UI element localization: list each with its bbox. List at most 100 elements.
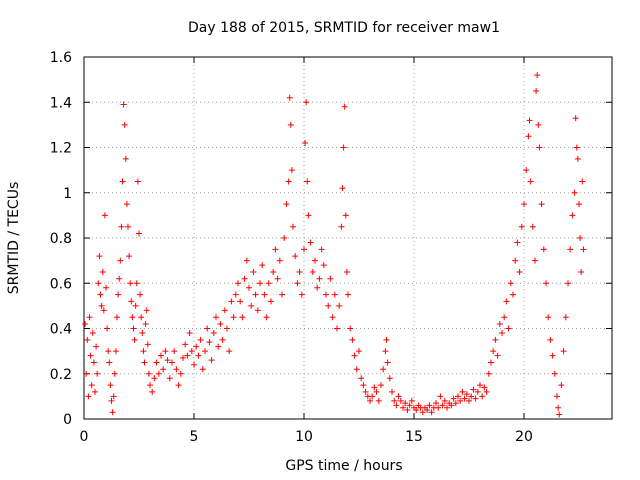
data-point <box>129 314 136 321</box>
data-point <box>481 384 488 391</box>
data-point <box>339 185 346 192</box>
data-point <box>554 393 560 400</box>
data-point <box>341 103 348 110</box>
data-point <box>340 144 347 151</box>
data-point <box>268 298 274 305</box>
data-point <box>402 400 409 407</box>
data-point <box>353 366 360 373</box>
data-point <box>142 320 149 327</box>
data-point <box>536 144 543 151</box>
data-point <box>206 339 213 346</box>
data-point <box>108 397 115 404</box>
data-point <box>169 359 175 366</box>
data-point <box>459 388 466 395</box>
data-point <box>89 330 96 337</box>
data-point <box>232 291 239 298</box>
data-point <box>448 402 455 409</box>
data-point <box>286 94 293 101</box>
data-point <box>452 400 459 407</box>
data-point <box>309 268 316 275</box>
data-point <box>298 291 305 298</box>
data-point <box>419 409 426 416</box>
data-point <box>516 268 523 275</box>
data-point <box>285 178 292 185</box>
data-point <box>441 397 448 404</box>
data-point <box>527 178 534 185</box>
grid <box>84 57 612 419</box>
data-point <box>149 388 156 395</box>
data-point <box>191 361 197 368</box>
y-tick-label: 0.4 <box>50 322 72 338</box>
data-point <box>301 246 307 253</box>
x-axis-label: GPS time / hours <box>285 458 402 474</box>
data-point <box>83 370 90 377</box>
x-tick-label: 5 <box>190 429 199 445</box>
data-point <box>571 189 578 196</box>
y-tick-label: 0.6 <box>50 276 72 292</box>
data-point <box>424 406 431 413</box>
y-tick-label: 1.2 <box>50 141 72 157</box>
data-point <box>106 359 113 366</box>
data-point <box>307 239 314 246</box>
data-point <box>413 406 420 413</box>
data-point <box>533 87 540 94</box>
data-point <box>123 201 130 208</box>
data-point <box>555 404 562 411</box>
data-point <box>314 284 321 291</box>
data-point <box>217 320 224 327</box>
data-point <box>160 366 167 373</box>
data-point <box>93 343 100 350</box>
data-point <box>180 354 186 361</box>
data-point <box>132 302 139 309</box>
data-point <box>270 268 277 275</box>
data-point <box>136 230 142 237</box>
data-point <box>110 393 117 400</box>
data-point <box>573 144 580 151</box>
data-point <box>98 302 105 309</box>
data-point <box>101 212 108 219</box>
data-point <box>188 348 195 355</box>
data-point <box>371 384 378 391</box>
data-point <box>272 246 279 253</box>
data-point <box>147 382 153 389</box>
data-point <box>290 223 296 230</box>
data-point <box>579 178 586 185</box>
data-point <box>325 302 332 309</box>
data-point <box>312 257 318 264</box>
data-point <box>122 155 129 162</box>
data-point <box>215 343 222 350</box>
data-point <box>535 121 542 128</box>
data-point <box>342 212 349 219</box>
data-point <box>523 167 530 174</box>
data-point <box>151 375 158 382</box>
data-point <box>276 257 283 264</box>
data-point <box>549 352 556 359</box>
data-point <box>111 370 118 377</box>
data-point <box>556 411 563 418</box>
data-point <box>239 314 246 321</box>
data-point <box>351 352 358 359</box>
data-point <box>114 314 120 321</box>
data-point <box>164 357 171 364</box>
data-point <box>186 330 193 337</box>
y-tick-label: 1.6 <box>50 50 72 66</box>
data-point <box>562 314 569 321</box>
data-point <box>577 235 584 241</box>
data-point <box>221 307 228 314</box>
data-point <box>130 325 137 332</box>
data-point <box>560 348 567 355</box>
data-point <box>195 352 202 359</box>
data-point <box>477 382 483 389</box>
data-point <box>210 330 217 337</box>
data-point <box>507 280 514 287</box>
data-point <box>143 307 150 314</box>
x-tick-label: 20 <box>515 429 533 445</box>
data-point <box>175 382 182 389</box>
data-point <box>526 117 533 124</box>
x-tick-label: 10 <box>295 429 313 445</box>
data-point <box>219 336 226 343</box>
data-point <box>492 336 499 343</box>
data-point <box>383 336 390 343</box>
data-point <box>499 330 505 337</box>
data-point <box>184 352 191 359</box>
